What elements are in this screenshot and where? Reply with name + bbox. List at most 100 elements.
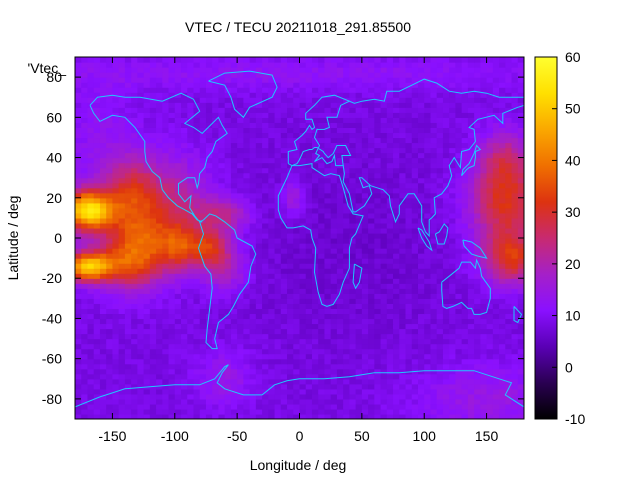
heatmap-cell [243, 192, 251, 199]
heatmap-cell [461, 87, 469, 93]
heatmap-cell [249, 383, 257, 390]
heatmap-cell [324, 378, 332, 385]
heatmap-cell [449, 378, 457, 385]
heatmap-cell [368, 157, 375, 164]
heatmap-cell [149, 112, 157, 118]
heatmap-cell [486, 348, 494, 355]
heatmap-cell [131, 232, 138, 239]
heatmap-cell [355, 197, 363, 204]
heatmap-cell [124, 172, 132, 179]
heatmap-cell [355, 298, 363, 304]
heatmap-cell [305, 187, 313, 194]
heatmap-cell [143, 77, 151, 83]
heatmap-cell [237, 87, 244, 93]
heatmap-cell [492, 232, 500, 239]
heatmap-cell [131, 217, 138, 224]
heatmap-cell [118, 388, 126, 395]
heatmap-cell [417, 132, 425, 139]
heatmap-cell [330, 308, 338, 315]
heatmap-cell [405, 112, 413, 118]
heatmap-cell [424, 268, 432, 274]
heatmap-cell [112, 227, 120, 234]
heatmap-cell [467, 227, 475, 234]
heatmap-cell [299, 192, 307, 199]
heatmap-cell [436, 127, 444, 134]
heatmap-cell [274, 268, 282, 274]
heatmap-cell [205, 142, 213, 149]
heatmap-cell [99, 323, 107, 330]
heatmap-cell [287, 147, 294, 154]
heatmap-cell [106, 408, 114, 415]
heatmap-cell [75, 393, 82, 400]
heatmap-cell [374, 87, 382, 93]
heatmap-cell [386, 263, 394, 269]
heatmap-cell [93, 253, 101, 259]
heatmap-cell [511, 232, 519, 239]
heatmap-cell [193, 72, 201, 78]
heatmap-cell [287, 283, 294, 289]
heatmap-cell [199, 187, 207, 194]
heatmap-cell [449, 333, 457, 340]
heatmap-cell [349, 238, 357, 244]
heatmap-cell [274, 338, 282, 345]
heatmap-cell [274, 243, 282, 249]
heatmap-cell [174, 112, 182, 118]
heatmap-cell [455, 383, 463, 390]
heatmap-cell [174, 268, 182, 274]
heatmap-cell [380, 202, 388, 209]
heatmap-cell [99, 273, 107, 279]
heatmap-cell [93, 383, 101, 390]
heatmap-cell [393, 102, 400, 108]
heatmap-cell [230, 172, 238, 179]
heatmap-cell [299, 172, 307, 179]
heatmap-cell [143, 378, 151, 385]
heatmap-cell [355, 343, 363, 350]
heatmap-cell [318, 167, 326, 174]
heatmap-cell [218, 142, 226, 149]
heatmap-cell [293, 398, 301, 405]
heatmap-cell [112, 413, 120, 419]
heatmap-cell [168, 87, 176, 93]
heatmap-cell [187, 308, 195, 315]
heatmap-cell [368, 253, 375, 259]
heatmap-cell [386, 87, 394, 93]
heatmap-cell [212, 232, 220, 239]
heatmap-cell [399, 348, 407, 355]
heatmap-cell [87, 197, 95, 204]
heatmap-cell [131, 162, 138, 169]
heatmap-cell [199, 308, 207, 315]
heatmap-cell [293, 383, 301, 390]
heatmap-cell [361, 172, 369, 179]
heatmap-cell [93, 197, 101, 204]
heatmap-cell [174, 202, 182, 209]
heatmap-cell [174, 248, 182, 254]
heatmap-cell [330, 413, 338, 419]
heatmap-cell [143, 92, 151, 98]
heatmap-cell [75, 162, 82, 169]
heatmap-cell [455, 157, 463, 164]
heatmap-cell [505, 162, 513, 169]
heatmap-cell [424, 273, 432, 279]
heatmap-cell [187, 107, 195, 113]
heatmap-cell [81, 408, 89, 415]
heatmap-cell [181, 393, 188, 400]
heatmap-cell [368, 413, 375, 419]
heatmap-cell [156, 348, 163, 355]
heatmap-cell [417, 378, 425, 385]
heatmap-cell [162, 102, 170, 108]
heatmap-cell [374, 232, 382, 239]
heatmap-cell [218, 328, 226, 335]
heatmap-cell [75, 238, 82, 244]
heatmap-cell [199, 283, 207, 289]
heatmap-cell [268, 92, 276, 98]
heatmap-cell [237, 92, 244, 98]
heatmap-cell [106, 142, 114, 149]
heatmap-cell [75, 132, 82, 139]
heatmap-cell [330, 243, 338, 249]
heatmap-cell [399, 238, 407, 244]
heatmap-cell [330, 303, 338, 309]
heatmap-cell [424, 122, 432, 128]
heatmap-cell [380, 363, 388, 370]
heatmap-cell [293, 107, 301, 113]
heatmap-cell [287, 232, 294, 239]
